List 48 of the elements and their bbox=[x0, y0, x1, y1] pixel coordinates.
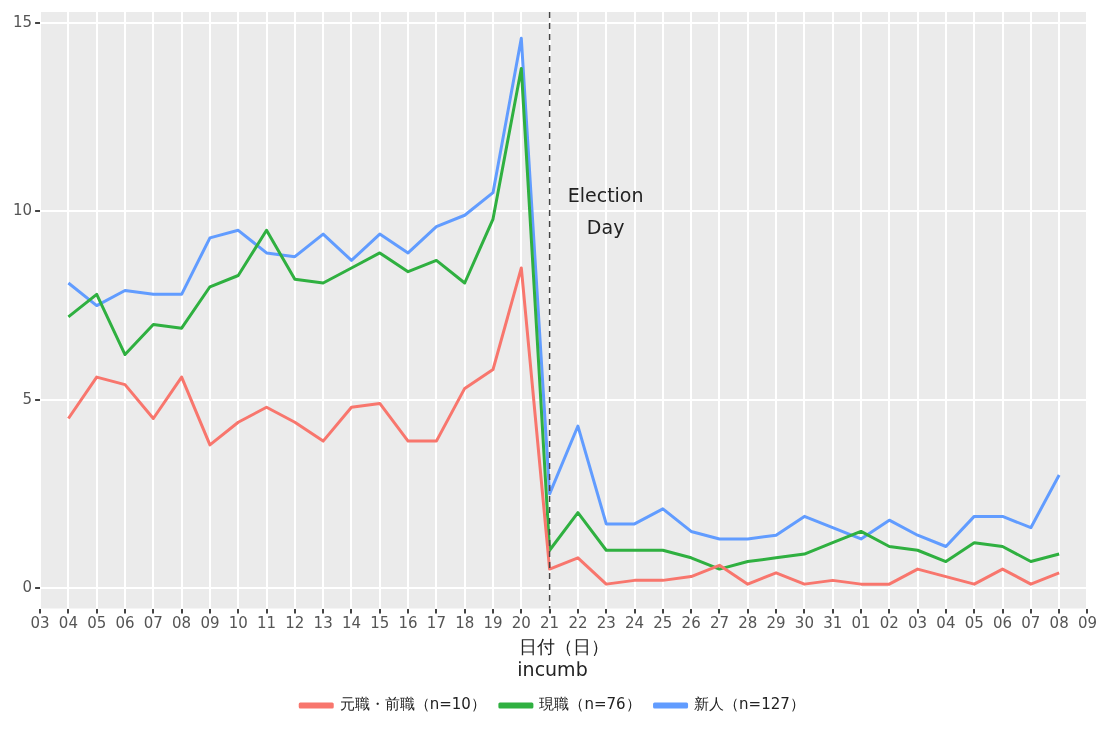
x-tick-label: 21 bbox=[540, 614, 560, 633]
x-tick-label: 31 bbox=[823, 614, 843, 633]
y-tick-label: 10 bbox=[12, 201, 33, 220]
x-tick-label: 29 bbox=[766, 614, 786, 633]
y-tick-label: 0 bbox=[22, 577, 33, 596]
x-tick-label: 02 bbox=[879, 614, 899, 633]
x-axis-title: 日付（日） bbox=[518, 636, 609, 658]
legend-label: 新人（n=127） bbox=[694, 695, 805, 714]
x-tick-label: 04 bbox=[936, 614, 956, 633]
x-tick-label: 17 bbox=[426, 614, 446, 633]
x-tick-label: 28 bbox=[738, 614, 758, 633]
x-tick-label: 05 bbox=[964, 614, 984, 633]
x-tick-label: 01 bbox=[851, 614, 871, 633]
x-tick-label: 16 bbox=[398, 614, 418, 633]
x-tick-label: 08 bbox=[172, 614, 192, 633]
x-tick-label: 24 bbox=[624, 614, 645, 633]
legend-label: 元職・前職（n=10） bbox=[339, 695, 486, 714]
x-tick-label: 12 bbox=[285, 614, 305, 633]
legend-label: 現職（n=76） bbox=[539, 695, 641, 714]
x-tick-label: 06 bbox=[115, 614, 135, 633]
x-tick-label: 05 bbox=[87, 614, 107, 633]
x-tick-label: 27 bbox=[709, 614, 730, 633]
x-tick-label: 26 bbox=[681, 614, 701, 633]
x-tick-label: 11 bbox=[257, 614, 277, 633]
x-tick-label: 23 bbox=[596, 614, 616, 633]
x-tick-label: 19 bbox=[483, 614, 503, 633]
x-tick-label: 10 bbox=[228, 614, 248, 633]
x-tick-label: 09 bbox=[200, 614, 220, 633]
x-tick-label: 18 bbox=[455, 614, 475, 633]
y-tick-label: 5 bbox=[22, 389, 33, 408]
x-tick-label: 25 bbox=[653, 614, 673, 633]
x-tick-label: 03 bbox=[30, 614, 50, 633]
x-tick-label: 04 bbox=[58, 614, 78, 633]
x-tick-label: 14 bbox=[341, 614, 362, 633]
x-tick-label: 22 bbox=[568, 614, 588, 633]
x-tick-label: 09 bbox=[1077, 614, 1097, 633]
x-tick-label: 13 bbox=[313, 614, 333, 633]
x-tick-label: 07 bbox=[1021, 614, 1041, 633]
x-tick-label: 15 bbox=[370, 614, 390, 633]
x-tick-label: 20 bbox=[511, 614, 531, 633]
x-tick-label: 06 bbox=[992, 614, 1013, 633]
x-tick-label: 07 bbox=[143, 614, 163, 633]
y-tick-label: 15 bbox=[12, 13, 33, 32]
ref-line-label: Election Day bbox=[567, 184, 644, 239]
x-tick-label: 30 bbox=[794, 614, 814, 633]
x-tick-label: 08 bbox=[1049, 614, 1069, 633]
legend-title: incumb bbox=[517, 657, 588, 680]
x-tick-label: 03 bbox=[908, 614, 928, 633]
